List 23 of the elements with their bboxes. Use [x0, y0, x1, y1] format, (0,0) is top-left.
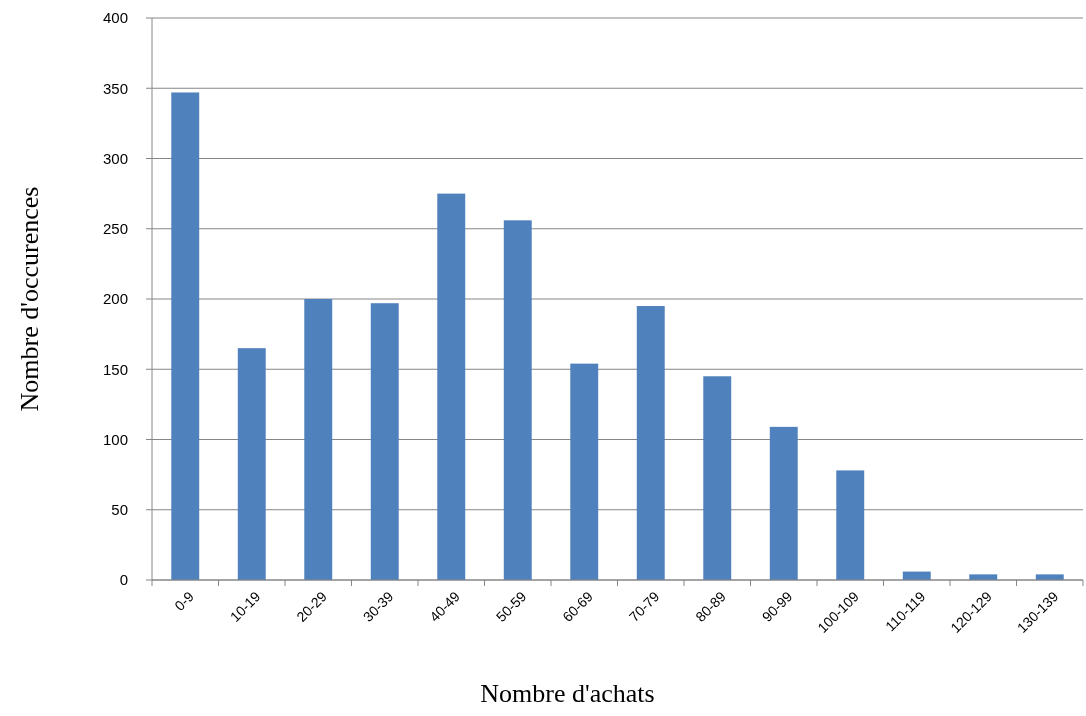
bar [703, 376, 732, 580]
x-axis-title: Nombre d'achats [480, 679, 655, 708]
bar [370, 303, 399, 580]
bar [836, 470, 865, 580]
x-tick-label: 0-9 [171, 588, 197, 614]
bar [237, 348, 266, 580]
bar [769, 426, 798, 580]
bar [171, 92, 200, 580]
y-tick-label: 50 [111, 501, 128, 518]
y-tick-label: 300 [102, 149, 128, 167]
y-tick-label: 0 [119, 571, 128, 589]
bar [636, 306, 665, 580]
y-tick-label: 400 [102, 9, 128, 27]
y-tick-label: 200 [102, 290, 128, 308]
y-tick-label: 100 [102, 430, 128, 448]
bar [503, 220, 532, 580]
y-tick-label: 250 [102, 220, 128, 237]
bar [570, 363, 599, 580]
y-tick-label: 350 [102, 79, 128, 97]
bar [304, 299, 333, 580]
y-axis-title: Nombre d'occurences [15, 186, 44, 412]
y-tick-label: 150 [102, 360, 128, 378]
bar [437, 193, 466, 580]
